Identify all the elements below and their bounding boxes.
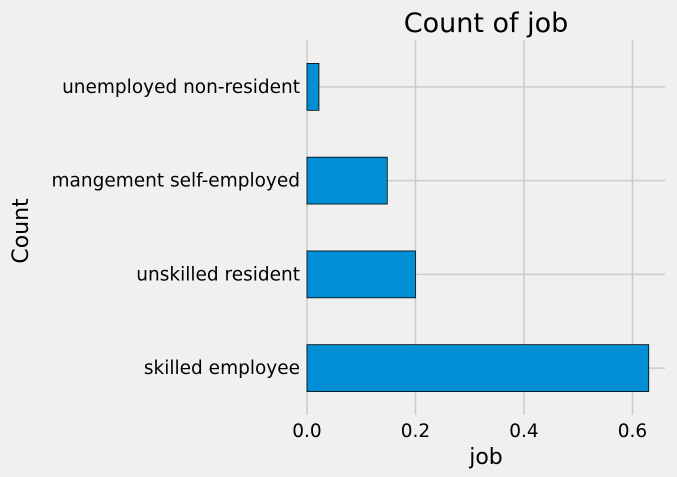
y-tick-label: mangement self-employed bbox=[52, 171, 301, 192]
x-tick-label: 0.6 bbox=[618, 421, 647, 442]
x-tick-label: 0.0 bbox=[292, 421, 321, 442]
bar-mangement-self-employed bbox=[306, 156, 388, 205]
bars bbox=[306, 63, 650, 392]
x-tick-labels: 0.0 0.2 0.4 0.6 bbox=[292, 421, 647, 442]
x-axis-label: job bbox=[468, 445, 503, 470]
y-tick-labels: skilled employee unskilled resident mangem… bbox=[52, 77, 301, 379]
bar-unskilled-resident bbox=[306, 250, 416, 299]
chart-title: Count of job bbox=[404, 8, 569, 39]
y-tick-label: skilled employee bbox=[144, 358, 300, 379]
x-tick-label: 0.2 bbox=[401, 421, 430, 442]
x-tick-label: 0.4 bbox=[509, 421, 538, 442]
bar-skilled-employee bbox=[306, 344, 650, 392]
bar-unemployed-non-resident bbox=[306, 63, 320, 111]
y-axis-label: Count bbox=[9, 198, 34, 264]
y-tick-label: unskilled resident bbox=[136, 264, 300, 285]
y-tick-label: unemployed non-resident bbox=[62, 77, 300, 98]
